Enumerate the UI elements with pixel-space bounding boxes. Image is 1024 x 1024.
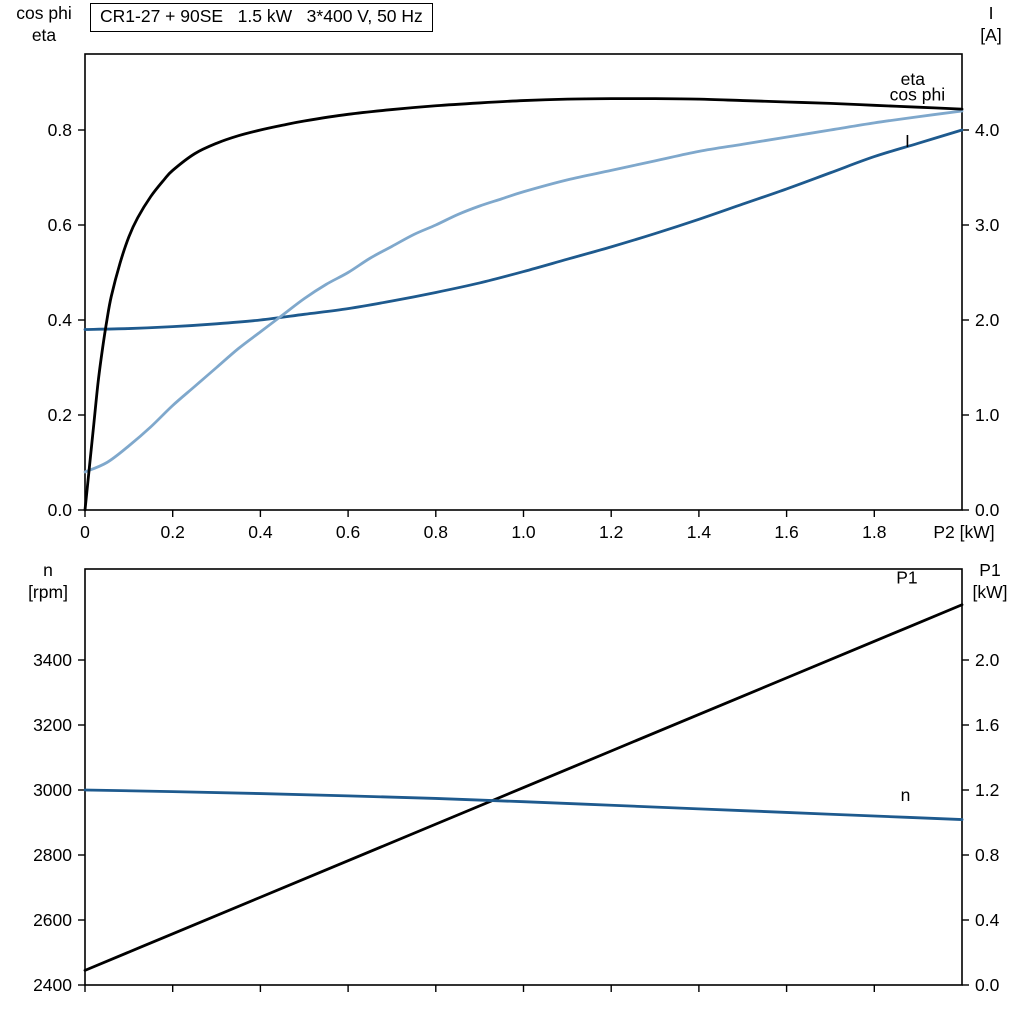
svg-text:0: 0 bbox=[80, 522, 90, 542]
svg-text:0.4: 0.4 bbox=[248, 522, 273, 542]
svg-text:P1: P1 bbox=[896, 568, 917, 588]
svg-text:1.0: 1.0 bbox=[975, 405, 1000, 425]
svg-text:0.8: 0.8 bbox=[975, 845, 999, 865]
bottom-right-axis-title-line1: P1 bbox=[979, 560, 1001, 580]
svg-text:3200: 3200 bbox=[33, 715, 72, 735]
top-right-axis-title-line2: [A] bbox=[980, 24, 1002, 45]
top-right-axis-title-line1: I bbox=[988, 3, 994, 23]
chart-title-box: CR1-27 + 90SE 1.5 kW 3*400 V, 50 Hz bbox=[90, 3, 433, 32]
svg-text:3000: 3000 bbox=[33, 780, 72, 800]
bottom-left-axis-title: n [rpm] bbox=[14, 560, 82, 604]
svg-text:1.6: 1.6 bbox=[975, 715, 999, 735]
svg-text:2400: 2400 bbox=[33, 975, 72, 995]
svg-text:0.0: 0.0 bbox=[975, 975, 1000, 995]
svg-text:1.2: 1.2 bbox=[599, 522, 623, 542]
svg-text:2.0: 2.0 bbox=[975, 310, 1000, 330]
svg-text:0.4: 0.4 bbox=[48, 310, 73, 330]
svg-text:1.0: 1.0 bbox=[511, 522, 536, 542]
svg-text:4.0: 4.0 bbox=[975, 120, 1000, 140]
svg-text:0.8: 0.8 bbox=[48, 120, 72, 140]
svg-text:I: I bbox=[905, 131, 910, 151]
svg-text:1.8: 1.8 bbox=[862, 522, 886, 542]
svg-text:0.6: 0.6 bbox=[336, 522, 360, 542]
svg-text:2600: 2600 bbox=[33, 910, 72, 930]
svg-text:1.6: 1.6 bbox=[774, 522, 798, 542]
bottom-right-axis-title: P1 [kW] bbox=[960, 560, 1020, 604]
svg-text:1.2: 1.2 bbox=[975, 780, 999, 800]
svg-text:n: n bbox=[901, 785, 911, 805]
svg-text:0.8: 0.8 bbox=[424, 522, 448, 542]
svg-text:0.4: 0.4 bbox=[975, 910, 1000, 930]
svg-text:3.0: 3.0 bbox=[975, 215, 1000, 235]
top-left-axis-title: cos phi eta bbox=[6, 3, 82, 47]
svg-text:0.2: 0.2 bbox=[48, 405, 72, 425]
svg-text:2.0: 2.0 bbox=[975, 650, 1000, 670]
bottom-right-axis-title-line2: [kW] bbox=[972, 581, 1008, 602]
svg-text:1.4: 1.4 bbox=[687, 522, 712, 542]
svg-text:0.0: 0.0 bbox=[975, 500, 1000, 520]
svg-text:P2 [kW]: P2 [kW] bbox=[933, 522, 994, 542]
svg-text:3400: 3400 bbox=[33, 650, 72, 670]
svg-text:cos phi: cos phi bbox=[890, 85, 945, 105]
bottom-left-axis-title-line2: [rpm] bbox=[28, 581, 68, 602]
svg-text:0.0: 0.0 bbox=[48, 500, 73, 520]
svg-text:0.6: 0.6 bbox=[48, 215, 72, 235]
top-right-axis-title: I [A] bbox=[964, 3, 1018, 47]
svg-text:eta: eta bbox=[901, 69, 926, 89]
svg-text:0.2: 0.2 bbox=[161, 522, 185, 542]
top-left-axis-title-line1: cos phi bbox=[16, 3, 72, 23]
svg-text:2800: 2800 bbox=[33, 845, 72, 865]
top-left-axis-title-line2: eta bbox=[31, 24, 57, 45]
bottom-left-axis-title-line1: n bbox=[43, 560, 53, 580]
